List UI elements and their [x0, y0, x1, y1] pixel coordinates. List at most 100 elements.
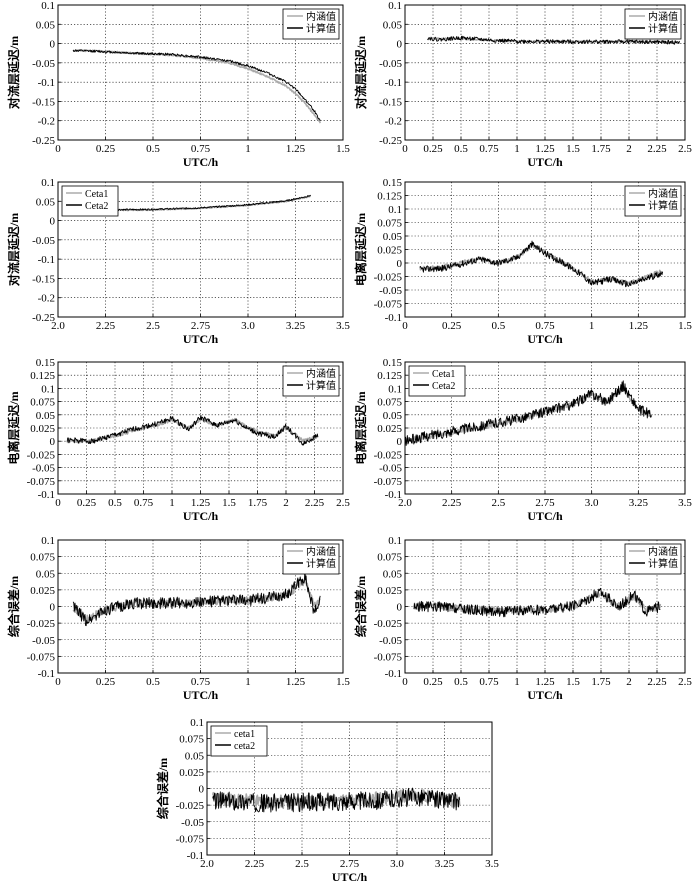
- x-tick-label: 1.25: [629, 320, 649, 332]
- chart-panel-4: 0 0.25 0.5 0.75 1 1.25 1.50.150.1250.10.0750.0…: [353, 177, 692, 346]
- y-axis-label: 电离层延迟/m: [6, 391, 21, 464]
- x-axis-label: UTC/h: [183, 155, 219, 169]
- y-tick-label: 0.05: [36, 410, 56, 422]
- series-line-2: [72, 49, 321, 121]
- x-tick-label: 1: [589, 320, 595, 332]
- y-tick-label: 0.05: [36, 568, 56, 580]
- axes-frame: [404, 181, 686, 318]
- x-tick-label: 1.5: [678, 320, 692, 332]
- y-tick-label: -0.05: [32, 463, 55, 475]
- x-tick-label: 2.5: [491, 497, 505, 509]
- x-axis-label: UTC/h: [527, 155, 563, 169]
- legend-entry-label: Ceta2: [85, 201, 108, 212]
- legend-entry-label: 内涵值: [306, 545, 336, 558]
- x-tick-label: 2.25: [442, 497, 462, 509]
- y-tick-label: -0.05: [379, 635, 402, 647]
- y-tick-label: -0.025: [27, 449, 56, 461]
- y-tick-label: -0.075: [374, 651, 403, 663]
- y-tick-label: -0.1: [385, 312, 402, 324]
- chart-panel-9: 2.0 2.25 2.5 2.75 3.0 3.25 3.5 0.1 0.075 0.05 0.02…: [155, 717, 499, 884]
- y-tick-label: -0.05: [379, 285, 402, 297]
- x-tick-label: 0.5: [108, 497, 122, 509]
- y-axis-label: 综合误差/m: [6, 576, 21, 637]
- y-tick-label: 0.025: [30, 585, 55, 597]
- y-tick-label: -0.1: [385, 489, 402, 501]
- axes-frame: [404, 539, 686, 674]
- y-tick-label: -0.05: [181, 817, 204, 829]
- x-axis-label: UTC/h: [183, 688, 219, 702]
- legend-box: [624, 8, 682, 40]
- y-tick-label: -0.025: [27, 618, 56, 630]
- legend-entry-label: Ceta1: [85, 189, 108, 200]
- y-tick-label: 0.05: [185, 750, 205, 762]
- y-tick-label: -0.1: [38, 254, 55, 266]
- legend-entry-label: 内涵值: [306, 10, 336, 23]
- y-tick-label: -0.1: [187, 850, 204, 862]
- y-axis-label: 对流层延迟/m: [353, 36, 368, 109]
- x-axis-label: UTC/h: [527, 332, 563, 346]
- x-tick-label: 0: [402, 676, 408, 688]
- x-tick-label: 1: [245, 676, 251, 688]
- x-tick-label: 1.5: [222, 497, 236, 509]
- y-tick-label: -0.025: [374, 272, 403, 284]
- legend-entry-label: 计算值: [648, 199, 678, 212]
- x-tick-label: 1.5: [336, 143, 350, 155]
- y-tick-label: -0.025: [374, 449, 403, 461]
- y-tick-label: -0.25: [32, 135, 55, 147]
- x-tick-label: 0.5: [491, 320, 505, 332]
- y-axis-label: 综合误差/m: [155, 758, 170, 819]
- x-tick-label: 2.75: [535, 497, 555, 509]
- legend-box: [282, 8, 340, 40]
- y-tick-label: -0.1: [38, 77, 55, 89]
- x-tick-label: 2.25: [245, 858, 265, 870]
- y-tick-label: -0.05: [32, 58, 55, 70]
- y-tick-label: -0.075: [374, 299, 403, 311]
- y-tick-label: 0.15: [36, 357, 56, 369]
- y-tick-label: -0.05: [32, 235, 55, 247]
- y-tick-label: -0.075: [27, 476, 56, 488]
- x-axis-label: UTC/h: [332, 870, 368, 884]
- x-tick-label: 2: [626, 676, 632, 688]
- y-tick-label: 0.075: [30, 397, 55, 409]
- x-tick-label: 1.5: [566, 676, 580, 688]
- y-tick-label: 0.025: [377, 423, 402, 435]
- axes-frame: [57, 539, 344, 674]
- axes-frame: [57, 361, 344, 495]
- y-axis-label: 电离层延迟/m: [353, 213, 368, 286]
- x-tick-label: 0.5: [454, 676, 468, 688]
- legend-box: [408, 365, 466, 397]
- y-tick-label: 0.1: [41, 0, 55, 12]
- y-tick-label: -0.2: [38, 116, 55, 128]
- x-tick-label: 2.0: [398, 497, 412, 509]
- x-tick-label: 0.75: [479, 676, 499, 688]
- y-tick-label: 0: [397, 602, 403, 614]
- y-tick-label: 0: [50, 216, 56, 228]
- legend-entry-label: 内涵值: [306, 367, 336, 380]
- x-tick-label: 0.25: [423, 143, 443, 155]
- x-tick-label: 0.25: [423, 676, 443, 688]
- y-tick-label: 0.15: [383, 177, 403, 189]
- axes-frame: [57, 4, 344, 141]
- x-tick-label: 3.0: [585, 497, 599, 509]
- y-tick-label: 0: [50, 436, 56, 448]
- x-tick-label: 1.75: [591, 676, 611, 688]
- chart-panel-7: 0 0.25 0.5 0.75 1 1.25 1.50.10.0750.050.0250-0…: [6, 535, 350, 702]
- y-tick-label: -0.25: [32, 312, 55, 324]
- y-tick-label: 0: [50, 602, 56, 614]
- x-tick-label: 0: [402, 320, 408, 332]
- y-axis-label: 对流层延迟/m: [6, 213, 21, 286]
- x-tick-label: 2.5: [146, 320, 160, 332]
- x-tick-label: 0.5: [454, 143, 468, 155]
- axes-frame: [404, 4, 686, 141]
- x-tick-label: 1: [169, 497, 175, 509]
- x-tick-label: 3.0: [241, 320, 255, 332]
- y-tick-label: 0: [199, 784, 205, 796]
- legend-box: [624, 543, 682, 575]
- chart-panel-8: 0 0.25 0.5 0.75 1 1.25 1.5 1.75 2 2.25 2.5 0.1 0.075…: [353, 535, 692, 702]
- x-tick-label: 3.5: [336, 320, 350, 332]
- chart-panel-5: 0 0.25 0.5 0.75 1 1.25 1.5 1.75 2 2.25 2.5 0.150.12…: [6, 357, 350, 523]
